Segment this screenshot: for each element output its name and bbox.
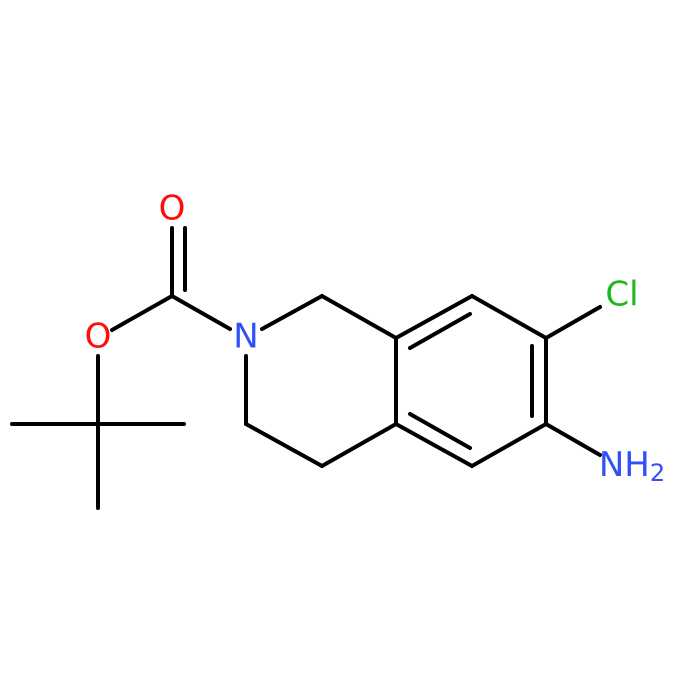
bond <box>544 305 602 340</box>
bond <box>408 412 472 450</box>
atom-label-main: NH <box>599 445 650 485</box>
bond <box>170 294 232 331</box>
bond <box>408 312 472 350</box>
bonds <box>10 226 602 510</box>
atom-label: O <box>159 189 186 229</box>
bond <box>394 294 474 340</box>
bond <box>470 422 548 468</box>
atom-label: O <box>85 317 112 357</box>
bond <box>394 422 474 468</box>
atom-label: N <box>233 317 258 357</box>
bond <box>320 422 398 468</box>
atom-label: NH2 <box>599 445 665 488</box>
bond <box>244 422 324 468</box>
bond <box>544 422 602 457</box>
bond <box>260 294 324 331</box>
atom-label: Cl <box>605 275 638 315</box>
bond <box>320 294 398 340</box>
atom-label-subscript: 2 <box>650 459 665 487</box>
bond <box>470 294 548 340</box>
bond <box>110 294 174 332</box>
